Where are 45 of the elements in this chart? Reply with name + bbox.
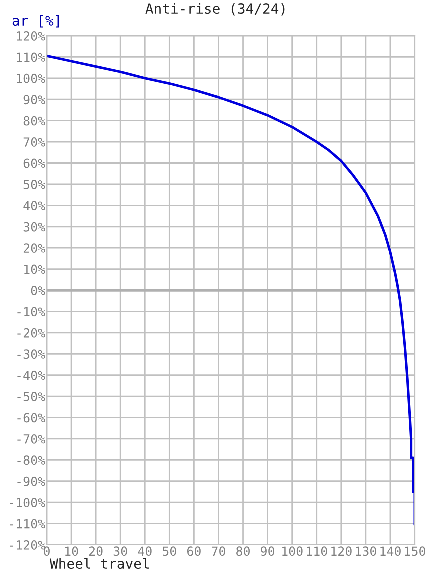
y-tick-label: -60%	[18, 413, 46, 423]
y-tick-label: -100%	[10, 498, 46, 508]
x-tick-label: 50	[163, 546, 176, 556]
y-tick-label: -40%	[18, 370, 46, 380]
y-tick-label: 50%	[24, 180, 46, 190]
y-tick-label: 0%	[31, 286, 46, 296]
y-tick-label: -10%	[18, 307, 46, 317]
x-tick-label: 100	[282, 546, 303, 556]
y-tick-label: 70%	[24, 138, 46, 147]
y-tick-label: -80%	[18, 456, 46, 466]
x-tick-label: 120	[332, 546, 352, 556]
x-tick-label: 60	[187, 546, 201, 556]
y-tick-label: 100%	[17, 74, 46, 84]
x-tick-label: 140	[380, 546, 401, 556]
y-tick-label: -90%	[18, 476, 46, 486]
y-tick-label: 20%	[24, 244, 46, 254]
x-tick-label: 110	[307, 546, 328, 556]
x-tick-label: 80	[236, 546, 250, 556]
y-tick-label: 120%	[17, 32, 46, 41]
y-tick-label: -110%	[10, 519, 46, 529]
x-tick-label: 10	[66, 546, 78, 556]
y-tick-label: 110%	[17, 52, 46, 62]
x-tick-label: 20	[89, 546, 103, 556]
y-tick-label: -30%	[18, 350, 46, 360]
y-tick-label: 60%	[24, 158, 46, 168]
y-tick-label: 30%	[24, 222, 46, 232]
x-tick-label: 0	[44, 546, 50, 556]
y-tick-label: 80%	[24, 116, 46, 126]
y-tick-label: 40%	[24, 201, 46, 211]
y-tick-label: 90%	[24, 95, 46, 105]
y-tick-label: -120%	[10, 540, 46, 550]
x-tick-label: 150	[405, 546, 426, 556]
chart-title: Anti-rise (34/24)	[146, 3, 285, 16]
y-axis-title: ar [%]	[12, 15, 60, 28]
y-tick-label: -70%	[18, 434, 46, 444]
x-tick-label: 40	[138, 546, 152, 556]
x-tick-label: 70	[212, 546, 226, 556]
x-tick-label: 30	[114, 546, 128, 556]
x-tick-label: 90	[261, 546, 275, 556]
line-series	[47, 54, 415, 526]
x-tick-label: 130	[356, 546, 376, 556]
x-axis-title: Wheel travel	[50, 558, 149, 570]
y-tick-label: 10%	[24, 264, 46, 274]
y-tick-label: -50%	[18, 392, 46, 402]
y-tick-label: -20%	[18, 328, 46, 338]
